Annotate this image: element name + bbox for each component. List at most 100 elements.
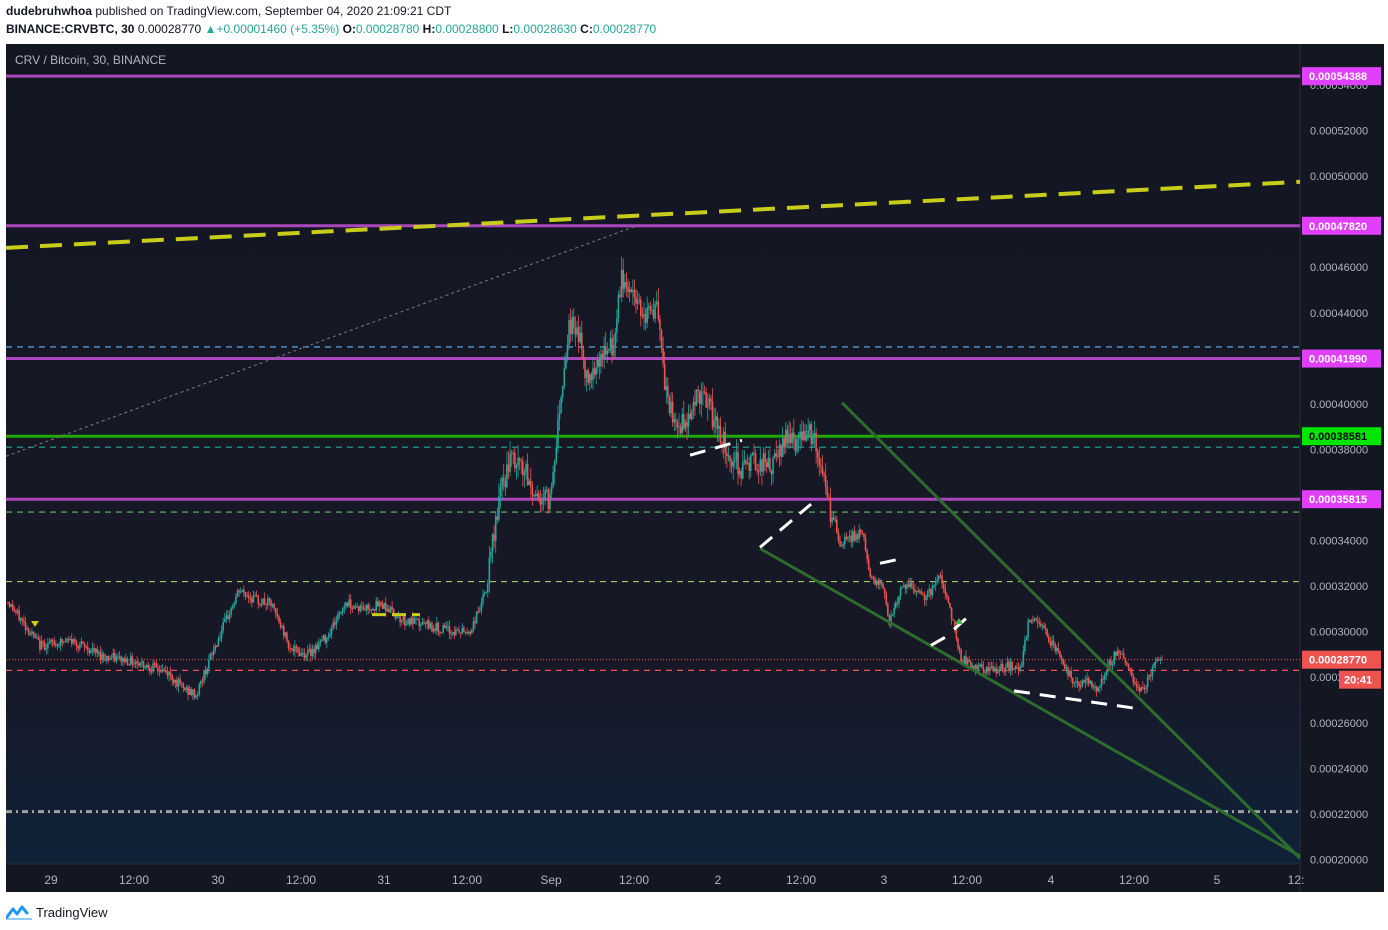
candle-body bbox=[431, 623, 433, 632]
candle-body bbox=[1145, 686, 1147, 690]
candle-body bbox=[228, 614, 231, 619]
candle-body bbox=[1142, 687, 1144, 689]
candle-body bbox=[545, 489, 548, 491]
candle-body bbox=[257, 596, 260, 604]
candle-body bbox=[267, 598, 269, 605]
candle-body bbox=[791, 432, 794, 444]
candle-body bbox=[329, 634, 331, 637]
time-tick-label: 12:00 bbox=[1119, 873, 1149, 887]
candle-body bbox=[424, 623, 427, 625]
candle-body bbox=[359, 605, 362, 612]
candle-body bbox=[522, 461, 524, 476]
price-level-badge-text: 0.00038581 bbox=[1309, 431, 1367, 443]
candle-body bbox=[537, 493, 540, 500]
candle-body bbox=[338, 612, 341, 615]
tradingview-brand[interactable]: TradingView bbox=[36, 904, 108, 920]
candle-body bbox=[936, 579, 939, 582]
drawing-layer-back bbox=[6, 74, 1301, 814]
chart-container[interactable]: 0.00020000 0.00022000 0.00024000 0.00026000… bbox=[6, 44, 1384, 892]
candle-body bbox=[244, 592, 247, 597]
candle-body bbox=[337, 614, 339, 620]
candle-body bbox=[278, 616, 280, 623]
candle-body bbox=[703, 391, 706, 393]
candle-body bbox=[451, 632, 454, 634]
candle-body bbox=[880, 580, 883, 584]
candle-body bbox=[525, 464, 527, 473]
candle-body bbox=[1110, 660, 1112, 666]
candle-body bbox=[204, 670, 207, 675]
candle-body bbox=[405, 624, 408, 626]
candle-body bbox=[56, 644, 59, 646]
candle-body bbox=[1070, 670, 1072, 679]
candle-body bbox=[340, 612, 342, 614]
candle-body bbox=[325, 638, 328, 643]
price-chart[interactable]: 0.00020000 0.00022000 0.00024000 0.00026000… bbox=[6, 44, 1384, 892]
candle-body bbox=[566, 345, 569, 358]
candle-body bbox=[601, 353, 604, 358]
price-tick-label: 0.00032000 bbox=[1310, 581, 1368, 593]
candle-body bbox=[746, 462, 749, 464]
candle-body bbox=[1118, 650, 1120, 654]
candle-body bbox=[603, 345, 605, 358]
price-level-badge bbox=[1302, 427, 1381, 446]
candle-body bbox=[909, 582, 911, 588]
candle-body bbox=[274, 608, 277, 614]
candle-body bbox=[867, 559, 870, 570]
price-level-badge bbox=[1302, 67, 1381, 86]
candle-body bbox=[765, 462, 768, 468]
candle-body bbox=[1130, 669, 1133, 677]
author-name[interactable]: dudebruhwhoa bbox=[6, 4, 92, 18]
time-axis[interactable]: 29 12:00 30 12:00 31 12:00 Sep 12:00 2 12:00 3 12:0… bbox=[44, 873, 1304, 887]
candle-body bbox=[48, 642, 51, 644]
candle-body bbox=[62, 641, 65, 643]
candle-body bbox=[43, 642, 46, 650]
candle-body bbox=[361, 605, 363, 608]
time-tick-label: 3 bbox=[881, 873, 888, 887]
candle-body bbox=[190, 688, 193, 696]
candle-body bbox=[324, 635, 326, 643]
candle-body bbox=[239, 591, 242, 593]
candle-body bbox=[133, 663, 135, 665]
candle-body bbox=[757, 471, 760, 473]
candle-body bbox=[550, 486, 553, 494]
candle-body bbox=[129, 656, 132, 666]
candle-body bbox=[1046, 629, 1049, 637]
candle-body bbox=[435, 622, 438, 631]
candle-body bbox=[955, 628, 958, 639]
candle-body bbox=[695, 389, 698, 406]
candle-body bbox=[789, 433, 792, 444]
candle-body bbox=[32, 631, 35, 635]
candle-body bbox=[1148, 674, 1151, 677]
candle-body bbox=[255, 595, 258, 597]
candle-body bbox=[16, 610, 19, 613]
candle-body bbox=[104, 659, 107, 661]
candle-body bbox=[1017, 668, 1020, 670]
candle-body bbox=[1105, 671, 1108, 676]
candle-body bbox=[335, 619, 338, 625]
candle-body bbox=[42, 641, 44, 643]
candle-body bbox=[668, 396, 671, 413]
candle-body bbox=[992, 666, 994, 672]
candle-body bbox=[769, 457, 771, 472]
candle-body bbox=[716, 416, 719, 429]
candle-body bbox=[78, 645, 81, 649]
time-tick-label: 12:00 bbox=[952, 873, 982, 887]
candle-body bbox=[294, 645, 296, 652]
candle-body bbox=[141, 661, 143, 663]
candle-body bbox=[965, 656, 967, 667]
candle-body bbox=[486, 583, 489, 593]
tradingview-logo-icon bbox=[6, 905, 32, 920]
time-tick-label: 4 bbox=[1048, 873, 1055, 887]
candle-body bbox=[212, 650, 215, 656]
candle-body bbox=[1006, 661, 1009, 668]
candle-body bbox=[609, 338, 612, 349]
candle-body bbox=[101, 653, 103, 661]
candle-body bbox=[595, 367, 597, 375]
candle-body bbox=[439, 631, 441, 633]
candle-body bbox=[1022, 651, 1025, 666]
candle-body bbox=[1024, 640, 1026, 652]
candle-body bbox=[793, 432, 795, 439]
candle-body bbox=[659, 318, 661, 330]
candle-body bbox=[286, 632, 288, 642]
wedge-upper-line bbox=[840, 401, 1302, 860]
